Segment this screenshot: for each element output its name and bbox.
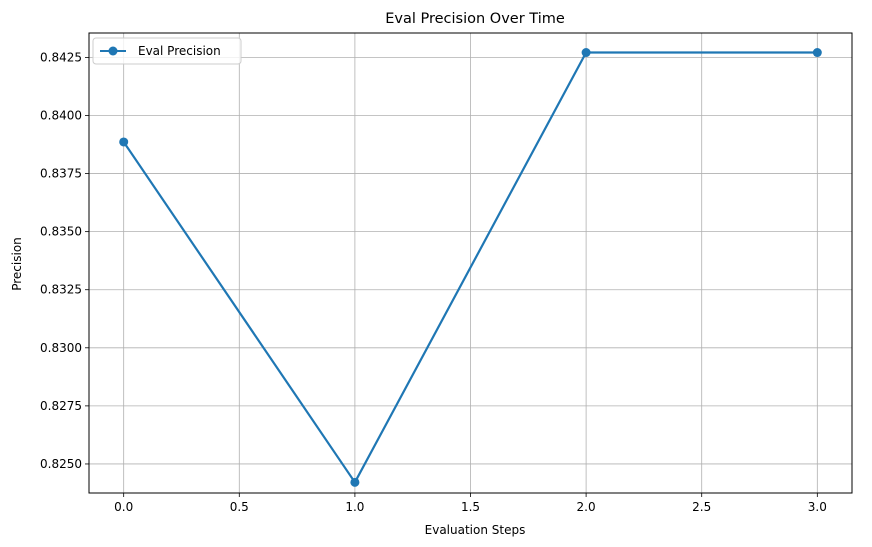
data-point: [812, 48, 822, 58]
data-point: [581, 48, 591, 58]
x-tick-label: 1.5: [461, 500, 480, 514]
grid: [89, 33, 852, 493]
legend-box: [92, 37, 242, 65]
legend-marker: [108, 46, 118, 56]
x-axis: 0.0 0.5 1.0 1.5 2.0 2.5 3.0: [114, 493, 827, 514]
y-tick-label: 0.8375: [40, 167, 82, 181]
y-axis-label: Precision: [10, 237, 24, 291]
x-axis-label: Evaluation Steps: [425, 523, 526, 537]
y-tick-label: 0.8400: [40, 108, 82, 122]
series-line: [122, 51, 818, 484]
data-point: [119, 137, 129, 147]
x-tick-label: 3.0: [808, 500, 827, 514]
x-tick-label: 1.0: [345, 500, 364, 514]
series-layer: [119, 48, 822, 487]
data-point: [350, 477, 360, 487]
y-tick-label: 0.8275: [40, 399, 82, 413]
legend: Eval Precision: [92, 37, 242, 65]
y-tick-label: 0.8425: [40, 50, 82, 64]
y-axis: 0.8250 0.8275 0.8300 0.8325 0.8350 0.8375 0.84…: [40, 50, 89, 471]
y-tick-label: 0.8250: [40, 457, 82, 471]
chart-title: Eval Precision Over Time: [385, 11, 565, 27]
y-tick-label: 0.8350: [40, 225, 82, 239]
x-tick-label: 0.5: [230, 500, 249, 514]
x-tick-label: 2.5: [692, 500, 711, 514]
y-tick-label: 0.8300: [40, 341, 82, 355]
x-tick-label: 2.0: [577, 500, 596, 514]
x-tick-label: 0.0: [114, 500, 133, 514]
y-tick-label: 0.8325: [40, 283, 82, 297]
legend-label: Eval Precision: [138, 44, 221, 58]
